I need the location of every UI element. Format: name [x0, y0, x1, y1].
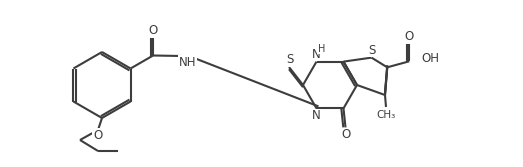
- Text: CH₃: CH₃: [377, 110, 395, 120]
- Text: O: O: [341, 128, 350, 141]
- Text: O: O: [405, 30, 414, 43]
- Text: O: O: [93, 129, 102, 142]
- Text: OH: OH: [421, 52, 439, 65]
- Text: S: S: [368, 44, 375, 57]
- Text: H: H: [319, 44, 326, 54]
- Text: N: N: [312, 48, 321, 61]
- Text: NH: NH: [179, 56, 196, 69]
- Text: O: O: [149, 24, 158, 37]
- Text: N: N: [312, 109, 321, 122]
- Text: S: S: [286, 53, 293, 66]
